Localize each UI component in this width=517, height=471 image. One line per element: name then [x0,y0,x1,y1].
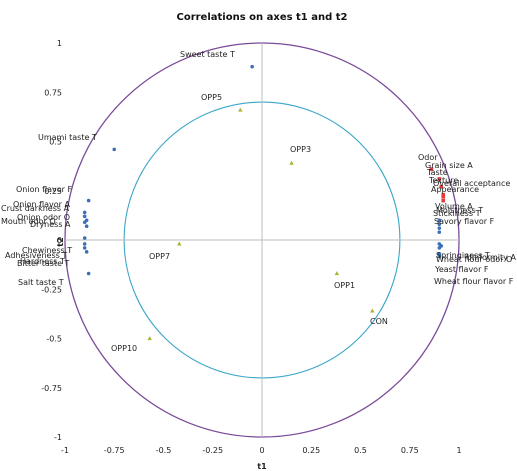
point-taste [439,185,444,189]
x-tick-label: 0.75 [401,446,419,455]
tick-labels: -1 -0.75 -0.5 -0.25 0 0.25 0.5 0.75 1 -1 -0.75 -0.5… [41,39,461,455]
point-appearance [441,198,446,203]
y-tick-label: 1 [57,39,62,48]
point-crust-darkness-a [82,214,87,219]
label-moistness-t: Moistness T [436,206,483,215]
chart-title: Correlations on axes t1 and t2 [176,12,347,23]
x-tick-label: 0.25 [302,446,320,455]
label-opp10: OPP10 [111,344,137,353]
label-wheat-flour-flavor-f: Wheat flour flavor F [434,277,514,286]
axes [65,43,459,437]
point-volume-a [437,218,442,223]
label-odor: Odor [418,153,438,162]
x-tick-label: -0.75 [104,446,125,455]
y-tick-label: 0.25 [44,187,62,196]
point-grain-size-a [437,177,442,181]
label-opp3: OPP3 [290,145,311,154]
label-taste: Taste [426,168,448,177]
label-bitter-taste-t: Bitter taste T [17,259,70,268]
y-tick-label: -0.25 [41,285,62,294]
label-stickiness-t: Stickiness T [433,209,481,218]
label-mouth-odor-o: Mouth odor O [1,217,56,226]
label-hardness-t: Hardness T [20,257,65,266]
point-labels: Sweet taste T Umami taste T Onion flavor F… [1,50,516,353]
point-sweet-taste-t [250,64,254,69]
point-umami-taste-t [112,147,117,152]
label-sweet-taste-t: Sweet taste T [180,50,235,59]
point-hardness-t [82,246,87,250]
x-tick-label: -0.25 [202,446,223,455]
x-tick-label: 0 [259,446,264,455]
label-onion-flavor-f: Onion flavor F [16,185,73,194]
point-mouth-odor-o [82,220,87,225]
point-con [370,308,375,313]
label-con: CON [370,317,388,326]
label-dryness-a: Dryness A [30,220,71,229]
label-adhesiveness-t: Adhesiveness T [5,251,67,260]
label-yeast-flavor-f: Yeast flavor F [434,265,489,274]
y-tick-label: -0.75 [41,384,62,393]
point-savory-flavor-f [437,230,442,234]
label-opp1: OPP1 [334,281,355,290]
point-onion-flavor-a [82,210,87,215]
label-crust-darkness-a: Crust darkness A [1,204,70,213]
label-opp7: OPP7 [149,252,170,261]
point-wheat-flour-odor-o [437,246,442,250]
point-bitter-taste-t [84,250,89,254]
label-uniformity-a: Uniformity A [466,253,516,262]
point-dryness-a [84,224,89,229]
point-onion-flavor-f [86,198,91,203]
label-salt-taste-t: Salt taste T [18,278,64,287]
label-opp5: OPP5 [201,93,222,102]
point-odor [429,167,434,171]
y-tick-label: 0 [57,236,62,245]
label-grain-size-a: Grain size A [425,161,473,170]
data-points [82,64,446,341]
point-overall-acceptance [441,194,446,199]
point-texture [441,192,446,197]
y-tick-label: -0.5 [46,335,62,344]
label-savory-flavor-f: Savory flavor F [434,217,495,226]
x-tick-label: 0.5 [354,446,367,455]
x-tick-label: 1 [456,446,461,455]
point-wheat-flour-flavor-f [437,253,442,258]
point-opp7 [177,241,182,246]
label-wheat-flour-odor-o: Wheat flour odor O [436,255,512,264]
y-axis-label: t2 [56,237,65,246]
label-texture: Texture [428,176,458,185]
label-overall-acceptance: Overall acceptance [433,179,510,188]
point-moistness-t [437,222,442,227]
label-appearance: Appearance [431,185,479,194]
point-stickiness-t [437,226,442,230]
label-onion-flavor-a: Onion flavor A [13,200,71,209]
point-opp1 [334,271,340,276]
point-adhesiveness-t [82,242,87,246]
label-onion-odor-o: Onion odor O [17,213,70,222]
y-tick-label: -1 [54,433,62,442]
point-opp10 [147,336,152,341]
point-opp3 [289,160,294,165]
y-tick-label: 0.5 [49,138,62,147]
label-umami-taste-t: Umami taste T [38,133,97,142]
y-tick-label: 0.75 [44,88,62,97]
x-tick-label: -0.5 [156,446,172,455]
label-chewiness-t: Chewiness T [22,246,72,255]
label-volume-a: Volume A [435,202,473,211]
point-salt-taste-t [86,271,91,276]
label-springiness-t: Springiness T [436,251,490,260]
point-opp5 [238,107,243,112]
x-tick-label: -1 [61,446,69,455]
x-axis-label: t1 [257,462,267,471]
point-chewiness-t [82,236,87,240]
